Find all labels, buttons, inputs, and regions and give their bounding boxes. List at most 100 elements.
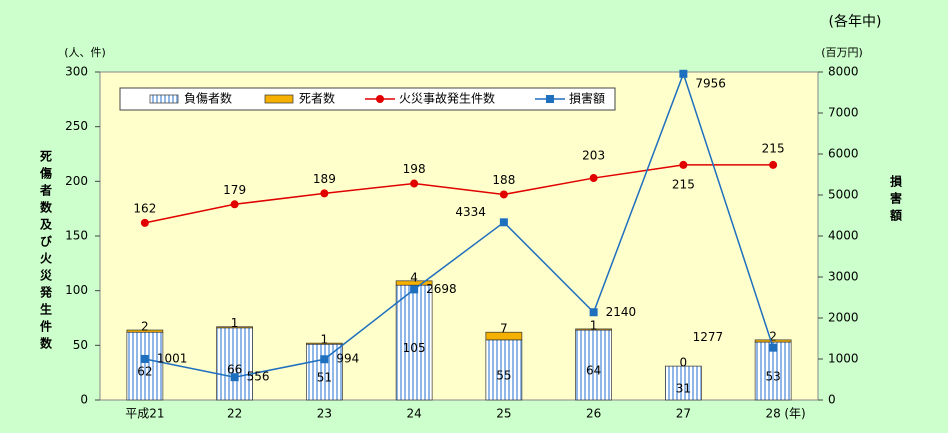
legend-label: 損害額 [569, 91, 605, 106]
y-tick-label: 150 [65, 229, 88, 243]
value-label: 4334 [455, 205, 486, 219]
value-label: 188 [492, 173, 515, 187]
legend-label: 火災事故発生件数 [399, 91, 495, 106]
y2-tick-label: 5000 [828, 188, 859, 202]
marker [679, 160, 688, 169]
value-label: 162 [133, 201, 156, 215]
marker [140, 218, 149, 227]
value-label: 2698 [426, 282, 457, 296]
plot-area [99, 71, 819, 401]
bar [216, 327, 253, 401]
value-label: 55 [496, 368, 511, 382]
bar [575, 329, 612, 401]
marker [769, 160, 778, 169]
y-unit: (人、件) [64, 46, 106, 59]
y-tick-label: 100 [65, 283, 88, 297]
legend-label: 負傷者数 [184, 91, 232, 106]
value-label: 7956 [695, 76, 726, 90]
marker [679, 69, 688, 78]
y2-tick-label: 1000 [828, 352, 859, 366]
marker [320, 355, 329, 364]
marker [589, 174, 598, 183]
marker [499, 190, 508, 199]
value-label: 1 [590, 318, 598, 332]
bar [126, 329, 164, 333]
value-label: 994 [336, 352, 359, 366]
bar [754, 341, 792, 401]
marker [499, 218, 508, 227]
y-tick-label: 250 [65, 119, 88, 133]
bar [485, 339, 523, 401]
bar [216, 326, 253, 329]
legend-label: 死者数 [299, 91, 335, 106]
bar [395, 280, 433, 286]
x-tick-label: 22 [227, 407, 242, 421]
value-label: 62 [137, 365, 152, 379]
line [144, 164, 774, 224]
value-label: 1 [321, 333, 329, 347]
value-label: 1001 [157, 351, 188, 365]
y-tick-label: 300 [65, 65, 88, 79]
value-label: 0 [680, 356, 688, 370]
x-tick-label: 24 [406, 407, 421, 421]
y2-tick-label: 4000 [828, 229, 859, 243]
value-label: 51 [317, 371, 332, 385]
value-label: 215 [762, 141, 785, 155]
legend-swatch [264, 94, 294, 104]
y2-tick-label: 3000 [828, 270, 859, 284]
y2-label: 損害額 [889, 174, 903, 226]
y2-unit: (百万円) [821, 46, 863, 59]
value-label: 198 [403, 162, 426, 176]
value-label: 189 [313, 172, 336, 186]
x-tick-label: 28 [765, 407, 780, 421]
legend-swatch [546, 95, 554, 103]
marker [410, 179, 419, 188]
value-label: 7 [500, 322, 508, 336]
y-tick-label: 200 [65, 174, 88, 188]
value-label: 66 [227, 362, 242, 376]
bar [665, 365, 702, 401]
bar [395, 284, 433, 401]
x-tick-label: 23 [317, 407, 332, 421]
value-label: 2 [141, 320, 149, 334]
x-unit: (年) [784, 407, 805, 421]
value-label: 4 [410, 270, 418, 284]
value-label: 203 [582, 149, 605, 163]
y2-tick-label: 6000 [828, 147, 859, 161]
legend-swatch [376, 95, 384, 103]
marker [230, 373, 239, 382]
value-label: 105 [403, 341, 426, 355]
value-label: 64 [586, 364, 601, 378]
marker [140, 354, 149, 363]
y-tick-label: 50 [73, 338, 88, 352]
value-label: 179 [223, 183, 246, 197]
value-label: 1277 [693, 330, 724, 344]
y2-tick-label: 7000 [828, 106, 859, 120]
x-tick-label: 27 [676, 407, 691, 421]
y2-tick-label: 8000 [828, 65, 859, 79]
note: (各年中) [829, 14, 882, 30]
value-label: 31 [676, 382, 691, 396]
y-label: 死傷者数及び火災発生件数 [39, 150, 53, 354]
value-label: 53 [765, 370, 780, 384]
legend-swatch [149, 94, 179, 104]
marker [320, 189, 329, 198]
line [144, 71, 774, 378]
bar [306, 342, 343, 345]
marker [589, 308, 598, 317]
bar [754, 339, 792, 343]
x-tick-label: 25 [496, 407, 511, 421]
marker [230, 200, 239, 209]
value-label: 2 [769, 329, 777, 343]
x-tick-label: 26 [586, 407, 601, 421]
y2-tick-label: 2000 [828, 311, 859, 325]
marker [769, 343, 778, 352]
marker [410, 285, 419, 294]
value-label: 556 [247, 370, 270, 384]
bar [575, 328, 612, 331]
y2-tick-label: 0 [828, 393, 836, 407]
value-label: 2140 [606, 305, 637, 319]
y-tick-label: 0 [80, 393, 88, 407]
bar [485, 331, 523, 341]
